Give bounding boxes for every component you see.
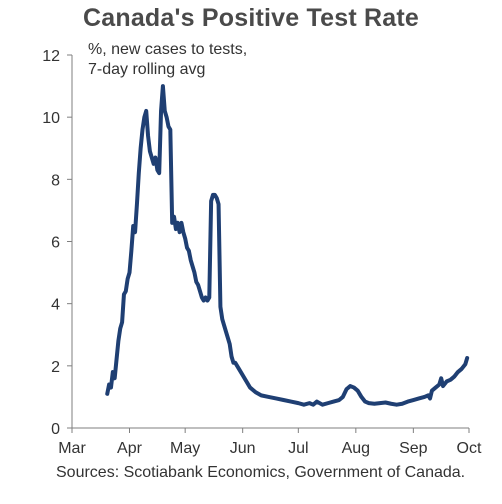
y-axis-note-line-2: 7-day rolling avg xyxy=(88,61,206,78)
x-tick-label: Apr xyxy=(117,440,143,457)
plot-area xyxy=(105,84,470,407)
y-tick-label: 6 xyxy=(51,235,60,252)
y-axis-note: %, new cases to tests, 7-day rolling avg xyxy=(88,40,247,80)
x-tick-label: Aug xyxy=(342,440,370,457)
y-tick-label: 8 xyxy=(51,172,60,189)
x-tick-label: Mar xyxy=(58,440,86,457)
source-note: Sources: Scotiabank Economics, Governmen… xyxy=(56,464,466,481)
y-tick-label: 10 xyxy=(42,110,60,127)
x-tick-label: Jul xyxy=(288,440,308,457)
y-tick-label: 12 xyxy=(42,48,60,65)
y-tick-label: 2 xyxy=(51,359,60,376)
x-tick-label: Jun xyxy=(230,440,256,457)
y-axis-note-line-1: %, new cases to tests, xyxy=(88,41,248,58)
x-tick-label: May xyxy=(170,440,200,457)
y-tick-label: 4 xyxy=(51,297,60,314)
series-line-0 xyxy=(105,84,470,407)
chart-title: Canada's Positive Test Rate xyxy=(82,4,419,32)
y-tick-label: 0 xyxy=(51,421,60,438)
x-tick-label: Sep xyxy=(399,440,428,457)
axes: 0 2 4 6 8 10 12 Mar Apr May Jun Jul Aug Sep Oct xyxy=(42,48,482,457)
x-tick-label: Oct xyxy=(457,440,482,457)
